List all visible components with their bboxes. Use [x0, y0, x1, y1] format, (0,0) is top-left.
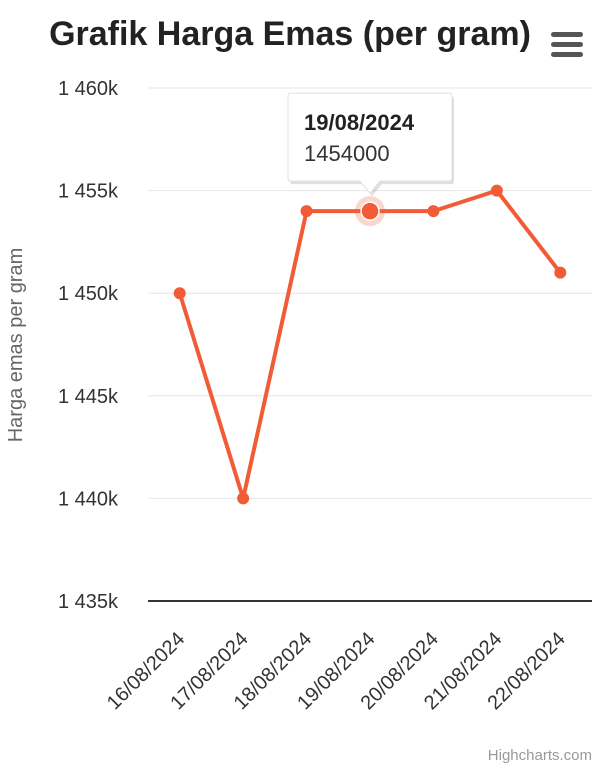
data-point[interactable]	[554, 266, 567, 279]
y-axis-ticks: 1 435k 1 440k 1 445k 1 450k 1 455k 1 460k	[58, 78, 119, 613]
x-axis-ticks: 16/08/202417/08/202418/08/202419/08/2024…	[103, 628, 570, 714]
data-point[interactable]	[360, 201, 380, 221]
credits-link[interactable]: Highcharts.com	[488, 747, 592, 764]
y-tick-label: 1 435k	[58, 591, 119, 613]
y-tick-label: 1 455k	[58, 181, 119, 203]
y-tick-label: 1 445k	[58, 386, 119, 408]
hamburger-menu-icon	[551, 32, 583, 57]
chart-title: Grafik Harga Emas (per gram)	[49, 15, 531, 53]
tooltip-value: 1454000	[304, 141, 390, 166]
data-point[interactable]	[300, 205, 313, 218]
y-axis-label: Harga emas per gram	[5, 248, 27, 443]
series-line	[177, 188, 563, 501]
data-point[interactable]	[173, 287, 186, 300]
chart-menu-button[interactable]	[549, 30, 585, 60]
tooltip: 19/08/2024 1454000	[287, 92, 454, 197]
data-point[interactable]	[237, 492, 250, 505]
data-point[interactable]	[427, 205, 440, 218]
tooltip-date: 19/08/2024	[304, 110, 415, 135]
y-tick-label: 1 440k	[58, 488, 119, 510]
data-point[interactable]	[490, 184, 503, 197]
tooltip-box	[287, 92, 453, 194]
y-tick-label: 1 450k	[58, 283, 119, 305]
y-tick-label: 1 460k	[58, 78, 119, 100]
series-layer	[173, 184, 567, 505]
